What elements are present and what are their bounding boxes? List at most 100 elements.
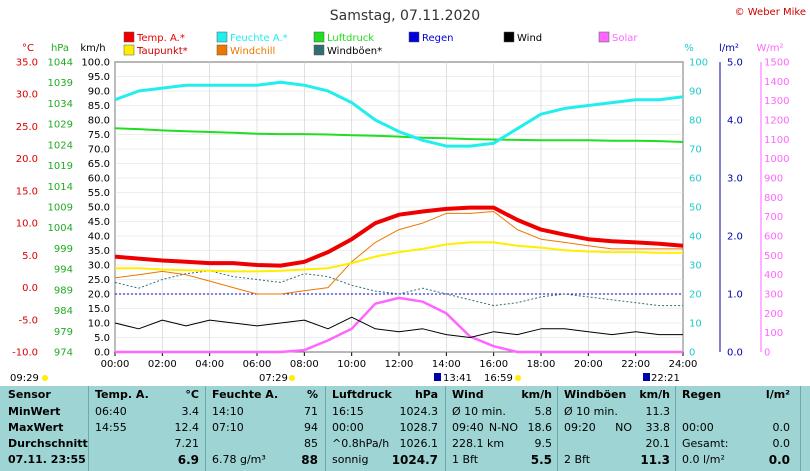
marker-t2: 16:59: [484, 373, 513, 384]
gust-row-label: 09:20: [564, 421, 596, 434]
hpa-tick-label: 1044: [48, 58, 73, 69]
hpa-tick-label: 1009: [48, 203, 73, 214]
temp-row-label: 06:40: [95, 405, 127, 418]
rain-row-label: Gesamt:: [682, 437, 729, 450]
series-line-tempa: [114, 205, 684, 268]
press-row-label: 16:15: [332, 405, 364, 418]
kmh-tick-label: 45.0: [88, 217, 110, 228]
pct-tick-label: 20: [689, 290, 702, 301]
hpa-tick-label: 1034: [48, 99, 73, 110]
temp-tick-label: 20.0: [16, 154, 38, 165]
hum-row-value: 88: [301, 453, 318, 467]
series-line-windchill: [114, 211, 683, 295]
panel-separator: [675, 386, 676, 471]
legend-label: Feuchte A.*: [230, 33, 288, 44]
legend-label: Taupunkt*: [136, 46, 188, 57]
press-row-value: 1024.7: [391, 453, 438, 467]
time-markers: 09:29 07:29 13:41 16:59 22:21: [10, 373, 680, 384]
rain-row-label: 00:00: [682, 421, 714, 434]
press-unit: hPa: [414, 388, 438, 401]
legend-label: Windböen*: [327, 46, 382, 57]
marker-sunrise: 07:29: [259, 373, 288, 384]
gust-row-value: 11.3: [645, 405, 671, 418]
kmh-tick-label: 10.0: [88, 319, 110, 330]
kmh-tick-label: 15.0: [88, 304, 110, 315]
temp-row-label: 14:55: [95, 421, 127, 434]
wind-row-dir: N-NO: [488, 421, 518, 434]
temp-tick-label: 5.0: [22, 251, 38, 262]
gust-row-label: 2 Bft: [564, 453, 591, 466]
temp-unit: °C: [185, 388, 199, 401]
lm2-tick-label: 2.0: [727, 232, 743, 243]
chart-legend: Temp. A.* Feuchte A.* Luftdruck Regen Wind So…: [123, 31, 638, 57]
press-row-value: 1024.3: [399, 405, 439, 418]
temp-row-value: 6.9: [177, 453, 199, 467]
hpa-tick-label: 989: [54, 285, 73, 296]
x-tick-label: 10:00: [337, 359, 366, 370]
panel-separator: [557, 386, 558, 471]
pct-tick-label: 90: [689, 87, 702, 98]
legend-label: Regen: [422, 33, 454, 44]
rain-header: Regen: [682, 388, 722, 401]
moonset-icon: [643, 373, 650, 381]
temp-tick-label: 30.0: [16, 90, 38, 101]
unit-temp: °C: [22, 43, 34, 54]
gust-row-value: 33.8: [645, 421, 671, 434]
x-tick-label: 24:00: [669, 359, 698, 370]
legend-swatch: [216, 31, 228, 43]
unit-pct: %: [684, 43, 694, 54]
gust-row-value: 11.3: [640, 453, 670, 467]
unit-kmh: km/h: [80, 43, 105, 54]
wind-row-label: 09:40: [452, 421, 484, 434]
hum-row-value: 94: [304, 421, 318, 434]
legend-swatch: [503, 31, 515, 43]
gust-row-value: 20.1: [645, 437, 671, 450]
gust-header: Windböen: [564, 388, 627, 401]
temp-tick-label: -10.0: [12, 348, 38, 359]
x-tick-label: 20:00: [574, 359, 603, 370]
pct-tick-label: 50: [689, 203, 702, 214]
temp-tick-label: 15.0: [16, 186, 38, 197]
legend-label: Wind: [517, 33, 542, 44]
lm2-tick-label: 3.0: [727, 174, 743, 185]
wm2-tick-label: 1400: [764, 77, 789, 88]
kmh-tick-label: 25.0: [88, 275, 110, 286]
moon-icon: [434, 373, 441, 381]
x-tick-label: 04:00: [195, 359, 224, 370]
series-line-luftdruck: [114, 127, 684, 143]
wind-row-value: 5.8: [534, 405, 553, 418]
legend-label: Temp. A.*: [136, 33, 185, 44]
press-header: Luftdruck: [332, 388, 392, 401]
kmh-tick-label: 65.0: [88, 159, 110, 170]
temp-row-value: 7.21: [174, 437, 200, 450]
legend-swatch: [123, 31, 135, 43]
lm2-tick-label: 4.0: [727, 116, 743, 127]
wm2-tick-label: 200: [764, 309, 783, 320]
wm2-tick-label: 400: [764, 270, 783, 281]
hpa-tick-label: 979: [54, 327, 73, 338]
wm2-tick-label: 1300: [764, 96, 789, 107]
x-tick-label: 00:00: [101, 359, 130, 370]
hpa-tick-label: 1039: [48, 78, 73, 89]
x-tick-label: 06:00: [243, 359, 272, 370]
sensor-row-label: MinWert: [8, 405, 61, 418]
kmh-tick-label: 30.0: [88, 261, 110, 272]
wm2-tick-label: 600: [764, 232, 783, 243]
sensor-header: Sensor: [8, 388, 51, 401]
kmh-tick-label: 55.0: [88, 188, 110, 199]
unit-wm2: W/m²: [756, 43, 783, 54]
hpa-tick-label: 1014: [48, 182, 73, 193]
pct-tick-label: 10: [689, 319, 702, 330]
legend-swatch: [216, 44, 228, 56]
legend-label: Luftdruck: [327, 33, 374, 44]
hpa-tick-label: 1004: [48, 223, 73, 234]
kmh-tick-label: 100.0: [81, 58, 110, 69]
gust-row-dir: NO: [615, 421, 632, 434]
lm2-tick-label: 5.0: [727, 58, 743, 69]
x-tick-label: 18:00: [527, 359, 556, 370]
legend-swatch: [313, 44, 325, 56]
sun-icon: [42, 375, 48, 381]
temp-tick-label: 25.0: [16, 122, 38, 133]
x-tick-label: 22:00: [621, 359, 650, 370]
copyright-text: © Weber Mike: [735, 7, 806, 18]
